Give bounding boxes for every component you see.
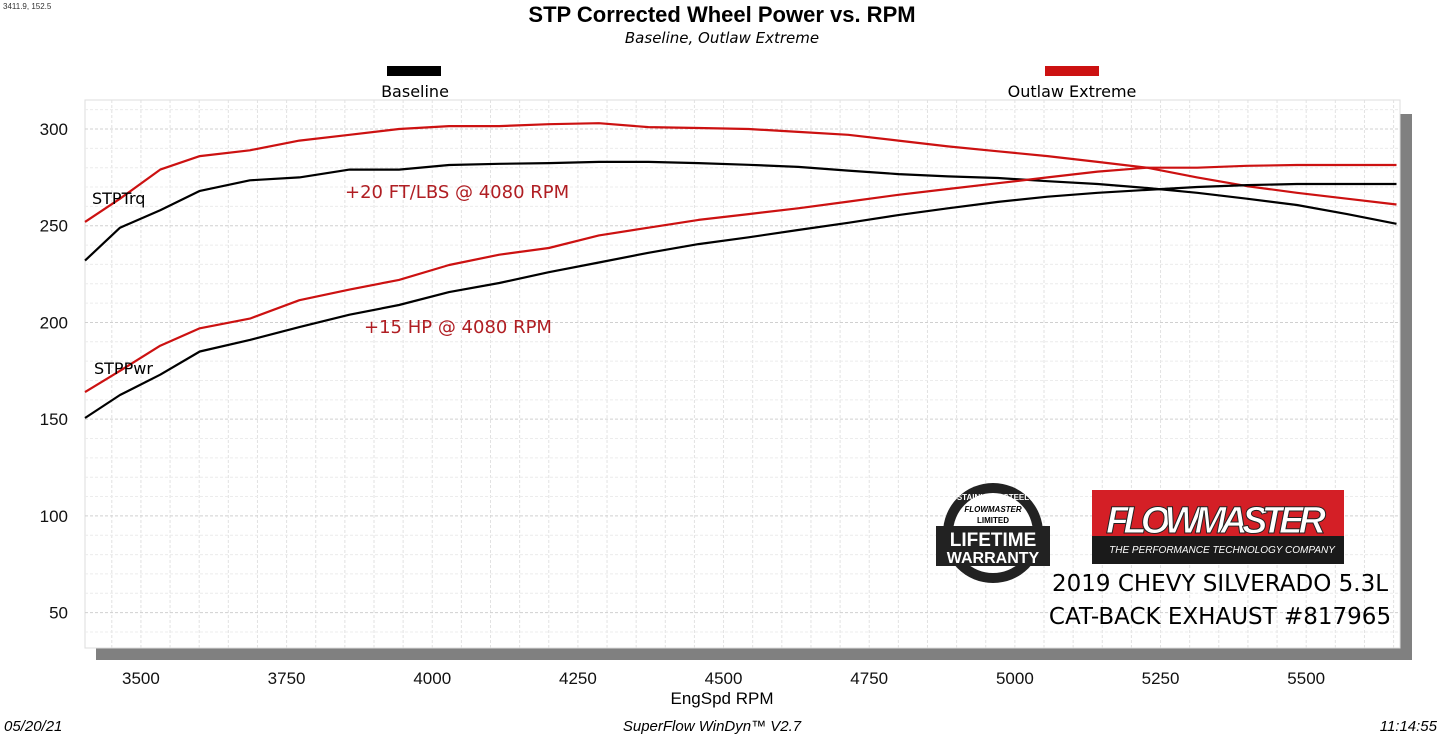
footer-software: SuperFlow WinDyn™ V2.7	[623, 718, 802, 735]
x-tick-label: 5500	[1287, 669, 1325, 688]
badge-text-brand: FLOWMASTER	[964, 505, 1022, 514]
y-tick-label: 150	[40, 410, 68, 429]
annotation-power-gain: +15 HP @ 4080 RPM	[364, 317, 552, 338]
series-line-baseline-stptrq	[84, 160, 1397, 262]
x-axis-label: EngSpd RPM	[671, 689, 774, 708]
vehicle-caption-line2: CAT-BACK EXHAUST #817965	[1049, 604, 1391, 630]
brand-tagline: THE PERFORMANCE TECHNOLOGY COMPANY	[1109, 545, 1336, 556]
y-axis: 50 100 150 200 250 300	[40, 120, 68, 623]
flowmaster-logo: FLOWMASTER THE PERFORMANCE TECHNOLOGY CO…	[1092, 490, 1344, 564]
grid	[85, 100, 1400, 648]
curve-label-power: STPPwr	[94, 359, 153, 378]
y-tick-label: 100	[40, 507, 68, 526]
chart-subtitle: Baseline, Outlaw Extreme	[625, 29, 819, 47]
x-tick-label: 5250	[1142, 669, 1180, 688]
cursor-readout: 3411.9, 152.5	[3, 2, 52, 11]
curve-label-torque: STPTrq	[92, 189, 145, 208]
footer-date: 05/20/21	[4, 718, 62, 735]
series-line-baseline-stppwr	[84, 182, 1397, 419]
x-tick-label: 4750	[850, 669, 888, 688]
series-line-outlaw-extreme-stptrq	[84, 122, 1397, 223]
series-line-outlaw-extreme-stppwr	[84, 163, 1397, 394]
chart-title: STP Corrected Wheel Power vs. RPM	[528, 2, 915, 27]
legend-swatch-outlaw-extreme	[1045, 66, 1099, 76]
brand-wordmark: FLOWMASTER	[1106, 500, 1327, 542]
x-tick-label: 5000	[996, 669, 1034, 688]
plot-shadow-bottom	[96, 648, 1412, 660]
legend-swatch-baseline	[387, 66, 441, 76]
y-tick-label: 300	[40, 120, 68, 139]
x-tick-label: 4000	[413, 669, 451, 688]
legend-label-baseline[interactable]: Baseline	[381, 82, 449, 101]
y-tick-label: 50	[49, 604, 68, 623]
x-tick-label: 3750	[268, 669, 306, 688]
y-tick-label: 250	[40, 217, 68, 236]
badge-text-limited: LIMITED	[977, 516, 1009, 525]
x-tick-label: 4500	[705, 669, 743, 688]
x-tick-label: 4250	[559, 669, 597, 688]
lifetime-warranty-badge: STAINLESS STEEL FLOWMASTER LIMITED LIFET…	[936, 483, 1050, 583]
x-axis: 3500 3750 4000 4250 4500 4750 5000 5250 5500	[122, 669, 1325, 688]
plot-shadow-right	[1400, 114, 1412, 660]
annotation-torque-gain: +20 FT/LBS @ 4080 RPM	[345, 182, 569, 203]
plot-area	[84, 99, 1401, 649]
badge-text-lifetime: LIFETIME	[950, 530, 1037, 551]
vehicle-caption-line1: 2019 CHEVY SILVERADO 5.3L	[1052, 571, 1388, 597]
badge-text-stainless: STAINLESS STEEL	[957, 493, 1029, 502]
y-tick-label: 200	[40, 313, 68, 332]
badge-text-warranty: WARRANTY	[947, 550, 1040, 567]
series-group	[84, 122, 1397, 419]
footer-time: 11:14:55	[1380, 718, 1438, 735]
legend-label-outlaw-extreme[interactable]: Outlaw Extreme	[1008, 82, 1137, 101]
x-tick-label: 3500	[122, 669, 160, 688]
